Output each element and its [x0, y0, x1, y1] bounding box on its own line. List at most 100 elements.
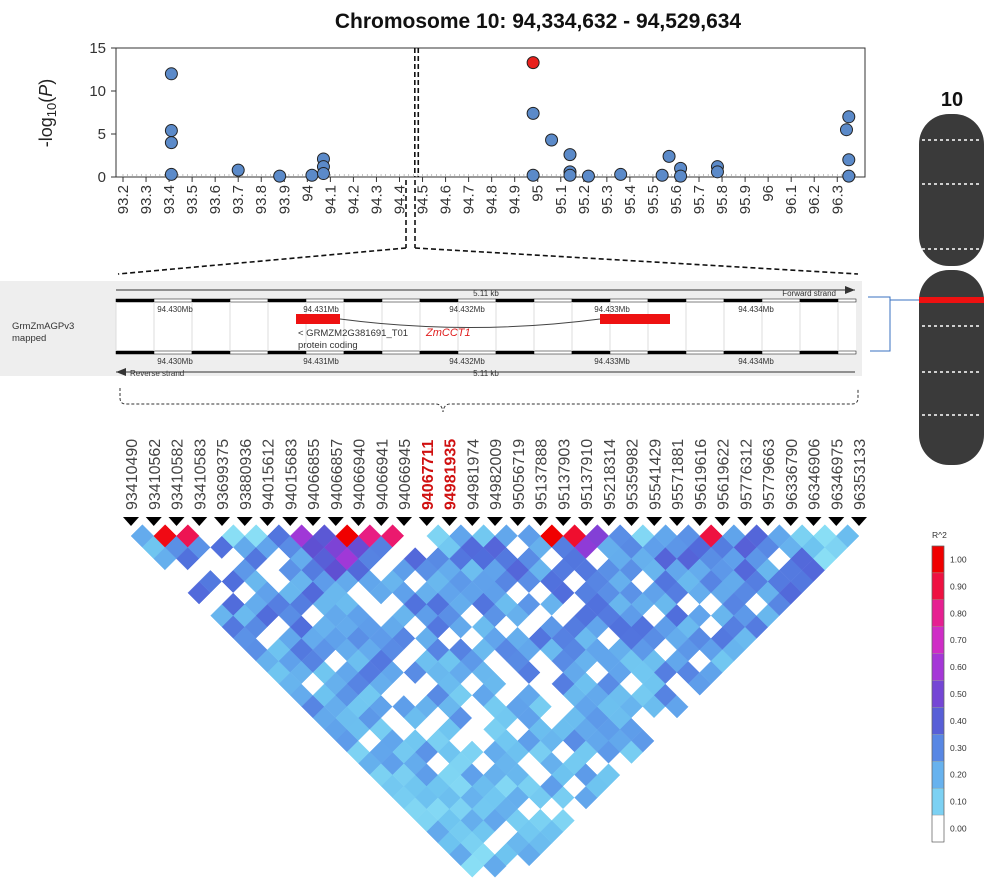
- legend-title: R^2: [932, 530, 947, 540]
- snp-marker: [168, 517, 185, 526]
- x-axis: 93.2 93.3 93.4 93.5 93.6 93.7 93.8 93.9 94 94.1 94…: [115, 174, 865, 214]
- position-labels: 94.430Mb 94.430Mb 94.431Mb 94.431Mb 94.432Mb…: [157, 305, 774, 366]
- snp-point: [839, 123, 853, 137]
- track-position-bottom: 94.434Mb: [738, 357, 774, 366]
- legend-tick-label: 1.00: [950, 554, 967, 564]
- snp-label: 96353133: [852, 439, 869, 510]
- r2-legend: R^2 1.00 0.90 0.80 0.70 0.60 0.50 0.40 0.30 0.20…: [931, 530, 967, 843]
- snp-point: [231, 163, 245, 177]
- y-tick-label: 5: [98, 126, 106, 143]
- span-label-top: 5.11 kb: [473, 289, 499, 298]
- track-position-bottom: 94.431Mb: [303, 357, 339, 366]
- snp-point: [842, 169, 856, 183]
- snp-marker: [396, 517, 412, 526]
- snp-marker: [555, 517, 572, 526]
- chromosome-label: 10: [941, 89, 963, 111]
- x-tick-label: 94.1: [322, 185, 339, 214]
- legend-swatch: [931, 707, 945, 735]
- x-tick-label: 93.6: [207, 185, 224, 214]
- x-tick-label: 95.4: [622, 185, 639, 214]
- snp-labels: 93410490 93410562 93410582 93410583 93699375…: [124, 439, 869, 510]
- y-tick-label: 15: [89, 40, 106, 57]
- forward-strand-label: Forward strand: [782, 289, 836, 298]
- snp-label: 95056719: [511, 439, 528, 510]
- x-tick-label: 95.7: [691, 185, 708, 214]
- legend-swatch: [931, 787, 945, 816]
- x-tick-label: 96: [760, 185, 777, 202]
- snp-marker: [714, 517, 731, 526]
- legend-tick-label: 0.20: [950, 770, 967, 780]
- x-tick-label: 95.2: [576, 185, 593, 214]
- x-tick-label: 95.8: [714, 185, 731, 214]
- x-tick-label: 95.6: [668, 185, 685, 214]
- snp-point: [526, 106, 540, 120]
- plot-frame: [115, 47, 866, 178]
- track-panel: [116, 302, 856, 351]
- snp-marker: [623, 517, 640, 526]
- legend-ticks: 1.00 0.90 0.80 0.70 0.60 0.50 0.40 0.30 0.20 0.10…: [950, 554, 967, 833]
- snp-marker: [828, 517, 845, 526]
- data-points: [164, 56, 856, 183]
- reverse-arrow-icon: [116, 368, 126, 376]
- snp-marker: [600, 517, 617, 526]
- track-position-top: 94.432Mb: [449, 305, 485, 314]
- x-tick-label: 93.4: [161, 185, 178, 214]
- x-tick-label: 94.5: [415, 185, 432, 214]
- chromosome-short-arm: [919, 114, 984, 266]
- snp-label: 94066855: [306, 439, 323, 510]
- y-tick-label: 0: [98, 169, 106, 186]
- zoom-connector: [117, 180, 859, 275]
- x-tick-label: 93.2: [115, 185, 132, 214]
- snp-label: 93410582: [170, 439, 187, 510]
- chart-title: Chromosome 10: 94,334,632 - 94,529,634: [335, 10, 742, 33]
- y-tick-label: 10: [89, 83, 106, 100]
- snp-label: 95359982: [625, 439, 642, 510]
- snp-label: 93699375: [215, 439, 232, 510]
- x-tick-label: 95.1: [553, 185, 570, 214]
- x-tick-label: 95.9: [737, 185, 754, 214]
- legend-swatch: [931, 572, 945, 601]
- snp-point: [316, 167, 330, 181]
- x-tick-label: 93.7: [230, 185, 247, 214]
- track-grid: [115, 298, 857, 355]
- snp-label: 94981974: [465, 439, 482, 510]
- snp-point: [842, 153, 856, 167]
- x-tick-label: 93.5: [184, 185, 201, 214]
- snp-point: [674, 169, 688, 183]
- ld-cell: [835, 524, 860, 548]
- chromosome-long-arm: [919, 270, 984, 465]
- snp-marker: [691, 517, 708, 526]
- highlight-region: [414, 48, 420, 177]
- snp-label: 95137888: [534, 439, 551, 510]
- intron-line: [339, 318, 601, 328]
- snp-label: 93410583: [192, 439, 209, 510]
- snp-markers: [123, 517, 867, 526]
- legend-swatches: [931, 545, 945, 843]
- legend-swatch: [931, 761, 945, 789]
- y-axis: 0 5 10 15: [89, 40, 116, 186]
- snp-label: 94981935: [443, 439, 460, 510]
- snp-label: 93410562: [147, 439, 164, 510]
- snp-point: [842, 110, 856, 124]
- exon-2: [600, 314, 670, 324]
- snp-marker: [236, 517, 253, 526]
- exon-1: [296, 314, 340, 324]
- snp-marker: [646, 517, 663, 526]
- x-tick-label: 96.3: [829, 185, 846, 214]
- legend-tick-label: 0.70: [950, 635, 967, 645]
- snp-label: 95137910: [579, 439, 596, 510]
- legend-swatch: [931, 814, 945, 843]
- snp-point: [164, 136, 178, 150]
- snp-label: 94066945: [397, 439, 414, 510]
- snp-point: [526, 168, 540, 182]
- track-position-top: 94.431Mb: [303, 305, 339, 314]
- y-axis-label: -log10(P): [36, 79, 59, 148]
- transcript-label: < GRMZM2G381691_T01: [298, 328, 408, 339]
- snp-point: [662, 149, 676, 163]
- snp-label: 94066857: [329, 439, 346, 510]
- forward-arrow-icon: [845, 286, 855, 294]
- snp-marker: [441, 517, 458, 526]
- snp-point: [614, 167, 628, 181]
- snp-label: 93410490: [124, 439, 141, 510]
